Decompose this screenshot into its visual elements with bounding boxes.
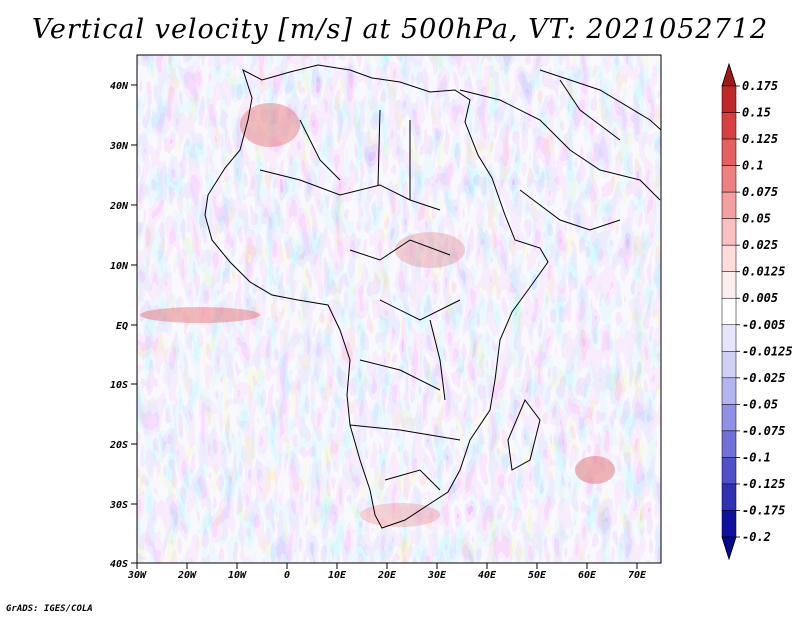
colorbar-label: 0.1	[742, 159, 764, 173]
colorbar-label: -0.025	[742, 371, 785, 385]
colorbar-swatch	[721, 244, 737, 272]
lat-label-10s: 10S	[110, 380, 128, 391]
lon-label-70e: 70E	[628, 570, 647, 581]
lon-label-20w: 20W	[177, 570, 197, 581]
lon-label-30e: 30E	[427, 570, 447, 581]
lon-label-10w: 10W	[228, 570, 247, 581]
chart-title: Vertical velocity [m/s] at 500hPa, VT: 2…	[31, 14, 769, 45]
colorbar-swatch	[721, 271, 737, 299]
colorbar-label: 0.075	[742, 185, 778, 199]
colorbar-swatch	[721, 457, 737, 485]
colorbar-label: -0.1	[742, 450, 771, 464]
lon-label-0: 0	[284, 570, 290, 581]
lat-label-30n: 30N	[109, 141, 129, 152]
lat-label-10n: 10N	[110, 261, 129, 272]
colorbar-swatch	[721, 351, 737, 379]
lon-label-10e: 10E	[328, 570, 347, 581]
colorbar-label: -0.2	[742, 530, 771, 544]
colorbar: 0.175 0.15 0.125 0.1 0.075 0.05 0.025 0.0125 0.0…	[721, 62, 793, 561]
colorbar-label: -0.0125	[742, 344, 793, 358]
colorbar-swatch	[721, 191, 737, 219]
colorbar-swatch	[721, 404, 737, 432]
lat-axis: 40N 30N 20N 10N EQ 10S 20S 30S 40S	[109, 81, 137, 570]
colorbar-swatch	[721, 218, 737, 246]
lon-label-20e: 20E	[377, 570, 397, 581]
colorbar-label: -0.175	[742, 503, 785, 517]
coastlines	[204, 64, 661, 529]
colorbar-label: 0.0125	[742, 265, 785, 279]
footer-credit: GrADS: IGES/COLA	[6, 604, 93, 614]
lat-label-40n: 40N	[110, 81, 129, 92]
lat-label-eq: EQ	[116, 321, 128, 332]
colorbar-swatch	[721, 483, 737, 511]
lon-label-50e: 50E	[528, 570, 547, 581]
colorbar-swatch	[721, 165, 737, 193]
lon-axis: 30W 20W 10W 0 10E 20E 30E 40E 50E 60E 70…	[127, 563, 647, 581]
colorbar-label: -0.005	[742, 318, 785, 332]
colorbar-label: 0.005	[742, 291, 778, 305]
colorbar-label: 0.125	[742, 132, 778, 146]
lat-label-20n: 20N	[109, 201, 129, 212]
lat-label-20s: 20S	[109, 440, 128, 451]
colorbar-swatch	[721, 138, 737, 166]
lon-label-40e: 40E	[478, 570, 497, 581]
colorbar-label: -0.125	[742, 477, 785, 491]
colorbar-label: -0.05	[742, 397, 778, 411]
lon-label-30w: 30W	[127, 570, 147, 581]
colorbar-swatch	[721, 377, 737, 405]
colorbar-label: 0.15	[742, 106, 771, 120]
lon-label-60e: 60E	[578, 570, 597, 581]
colorbar-label: 0.05	[742, 212, 771, 226]
colorbar-top-arrow	[721, 62, 737, 87]
colorbar-swatch	[721, 85, 737, 113]
plot-frame	[136, 54, 662, 564]
lat-label-30s: 30S	[109, 500, 128, 511]
colorbar-label: 0.025	[742, 238, 778, 252]
lat-label-40s: 40S	[110, 559, 128, 570]
colorbar-swatch	[721, 324, 737, 352]
colorbar-swatch	[721, 297, 737, 326]
colorbar-swatch	[721, 510, 737, 538]
colorbar-label: 0.175	[742, 79, 778, 93]
colorbar-swatch	[721, 112, 737, 140]
colorbar-bottom-arrow	[721, 536, 737, 561]
colorbar-label: -0.075	[742, 424, 785, 438]
colorbar-swatch	[721, 430, 737, 458]
